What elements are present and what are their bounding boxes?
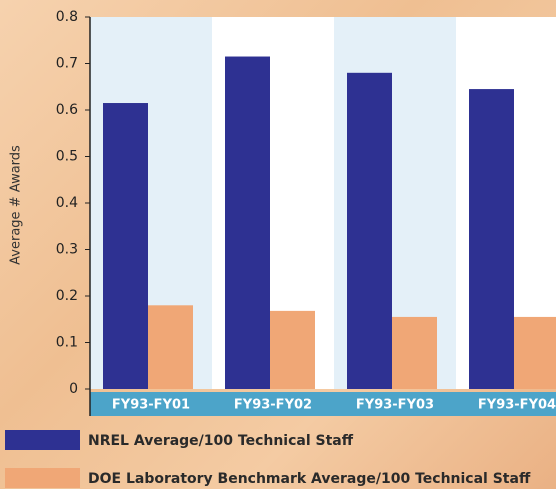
legend-swatch bbox=[5, 468, 80, 488]
bar bbox=[392, 316, 437, 389]
y-axis-label: Average # Awards bbox=[9, 145, 24, 265]
x-tick-label: FY93-FY01 bbox=[112, 398, 190, 413]
bar bbox=[148, 305, 193, 389]
x-tick-label: FY93-FY03 bbox=[356, 398, 434, 413]
y-tick-label: 0.4 bbox=[56, 195, 78, 211]
legend-label: DOE Laboratory Benchmark Average/100 Tec… bbox=[88, 471, 531, 487]
bar bbox=[347, 72, 392, 390]
bar bbox=[225, 56, 270, 390]
legend-swatch bbox=[5, 430, 80, 450]
bar bbox=[469, 89, 514, 389]
legend-label: NREL Average/100 Technical Staff bbox=[88, 433, 354, 449]
y-tick-label: 0.6 bbox=[56, 102, 78, 118]
y-tick-label: 0.1 bbox=[56, 335, 78, 351]
y-tick-label: 0 bbox=[69, 381, 78, 397]
y-tick-label: 0.7 bbox=[56, 56, 78, 72]
category-strip bbox=[90, 392, 556, 416]
x-tick-label: FY93-FY02 bbox=[234, 398, 312, 413]
bar bbox=[270, 310, 315, 389]
y-tick-label: 0.5 bbox=[56, 149, 78, 165]
x-tick-label: FY93-FY04 bbox=[478, 398, 556, 413]
bar bbox=[514, 316, 556, 389]
y-tick-label: 0.2 bbox=[56, 288, 78, 304]
bar bbox=[103, 103, 148, 390]
y-tick-label: 0.8 bbox=[56, 9, 78, 25]
y-tick-label: 0.3 bbox=[56, 242, 78, 258]
